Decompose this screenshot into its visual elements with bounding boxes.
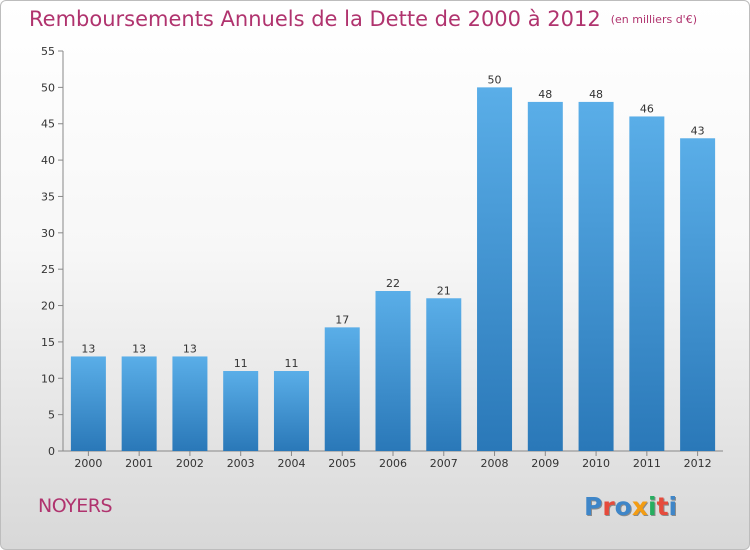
y-tick-label: 40 [41, 154, 55, 167]
data-label: 50 [488, 73, 502, 86]
y-tick-label: 10 [41, 372, 55, 385]
bar [324, 327, 360, 451]
x-tick-label: 2007 [430, 457, 458, 470]
y-tick-label: 25 [41, 263, 55, 276]
y-tick-label: 55 [41, 45, 55, 58]
bar [527, 101, 563, 451]
bar [121, 356, 157, 451]
bar [223, 371, 259, 451]
data-label: 11 [234, 357, 248, 370]
y-tick-label: 5 [48, 409, 55, 422]
y-tick-label: 35 [41, 190, 55, 203]
logo-letter: i [648, 492, 657, 521]
y-tick-label: 15 [41, 336, 55, 349]
place-name: NOYERS [38, 495, 113, 517]
chart-unit: (en milliers d'€) [610, 13, 697, 26]
bar [273, 371, 309, 451]
logo-letter: t [656, 492, 669, 521]
y-tick-label: 30 [41, 227, 55, 240]
data-label: 13 [183, 342, 197, 355]
data-label: 43 [691, 124, 705, 137]
data-label: 48 [589, 88, 603, 101]
bar [578, 101, 614, 451]
x-tick-label: 2005 [328, 457, 356, 470]
bar [426, 298, 462, 451]
data-label: 48 [538, 88, 552, 101]
chart-title: Remboursements Annuels de la Dette de 20… [29, 7, 697, 31]
data-label: 11 [284, 357, 298, 370]
bar [477, 87, 513, 451]
data-label: 22 [386, 277, 400, 290]
bar [172, 356, 208, 451]
x-tick-label: 2000 [74, 457, 102, 470]
logo-letter: i [668, 492, 678, 521]
x-tick-label: 2008 [481, 457, 509, 470]
x-tick-label: 2006 [379, 457, 407, 470]
logo-letter: x [631, 492, 648, 521]
data-label: 21 [437, 284, 451, 297]
data-label: 13 [81, 342, 95, 355]
logo-letter: o [614, 492, 632, 521]
chart-title-text: Remboursements Annuels de la Dette de 20… [29, 7, 601, 31]
bar [375, 291, 411, 451]
proxiti-logo: Proxiti [584, 492, 677, 521]
x-tick-label: 2011 [633, 457, 661, 470]
x-tick-label: 2004 [277, 457, 305, 470]
x-tick-label: 2003 [227, 457, 255, 470]
data-label: 46 [640, 102, 654, 115]
y-tick-label: 20 [41, 300, 55, 313]
bar [629, 116, 665, 452]
logo-letter: P [584, 492, 603, 521]
y-tick-label: 45 [41, 118, 55, 131]
x-tick-label: 2010 [582, 457, 610, 470]
logo-letter: r [602, 492, 615, 521]
x-tick-label: 2001 [125, 457, 153, 470]
bar [680, 138, 716, 452]
x-tick-label: 2012 [684, 457, 712, 470]
bar [70, 356, 106, 451]
x-tick-label: 2002 [176, 457, 204, 470]
data-label: 17 [335, 313, 349, 326]
y-tick-label: 0 [48, 445, 55, 458]
data-label: 13 [132, 342, 146, 355]
x-tick-label: 2009 [531, 457, 559, 470]
y-tick-label: 50 [41, 81, 55, 94]
